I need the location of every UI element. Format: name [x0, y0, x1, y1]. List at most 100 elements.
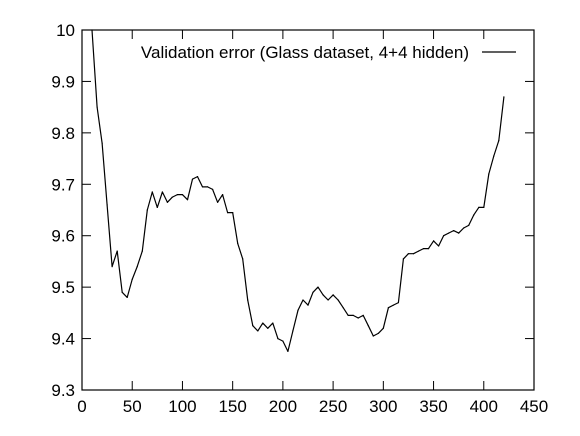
- series-point: [292, 330, 294, 332]
- series-point: [297, 309, 299, 311]
- legend-label: Validation error (Glass dataset, 4+4 hid…: [141, 43, 469, 62]
- series-point: [377, 332, 379, 334]
- series-point: [312, 291, 314, 293]
- series-point: [282, 340, 284, 342]
- series-point: [277, 338, 279, 340]
- x-axis: 0 50 100 150 200 250 300 350 400 450: [77, 30, 548, 416]
- y-tick-label: 9.5: [51, 278, 75, 297]
- y-tick-label: 9.8: [51, 124, 75, 143]
- series-point: [302, 299, 304, 301]
- series-point: [422, 248, 425, 250]
- series-point: [342, 307, 344, 309]
- series-point: [166, 201, 168, 203]
- series-point: [387, 307, 389, 309]
- series-point: [96, 106, 98, 108]
- series-point: [191, 178, 194, 180]
- series-point: [443, 235, 445, 237]
- series-point: [433, 240, 435, 242]
- series-point: [503, 96, 505, 98]
- series-point: [367, 325, 369, 327]
- series-point: [207, 186, 209, 188]
- series-point: [126, 296, 128, 298]
- x-tick-label: 50: [123, 397, 142, 416]
- series-point: [91, 29, 93, 31]
- x-tick-label: 250: [319, 397, 347, 416]
- x-tick-label: 200: [269, 397, 297, 416]
- x-tick-label: 0: [77, 397, 86, 416]
- x-tick-label: 150: [218, 397, 246, 416]
- series-point: [347, 314, 349, 316]
- x-tick-label: 100: [168, 397, 196, 416]
- series-point: [307, 304, 309, 306]
- y-tick-label: 9.7: [51, 175, 75, 194]
- series-point: [262, 322, 264, 324]
- x-tick-label: 300: [369, 397, 397, 416]
- series-point: [438, 245, 440, 247]
- series-point: [372, 335, 374, 337]
- series-point: [101, 142, 103, 144]
- series-point: [136, 266, 138, 268]
- series-point: [217, 201, 219, 203]
- series-point: [222, 194, 224, 196]
- series-point: [362, 314, 364, 316]
- series-point: [417, 250, 420, 252]
- series-point: [498, 140, 500, 142]
- x-tick-label: 400: [470, 397, 498, 416]
- series-point: [392, 304, 394, 306]
- y-axis: 9.3 9.4 9.5 9.6 9.7 9.8 9.9 10: [51, 21, 534, 400]
- series-point: [121, 291, 123, 293]
- series-point: [402, 258, 404, 260]
- series-point: [141, 250, 143, 252]
- series-point: [322, 294, 324, 296]
- series-point: [176, 194, 178, 196]
- y-tick-label: 9.4: [51, 330, 75, 349]
- series-point: [186, 199, 189, 201]
- series-point: [267, 327, 269, 329]
- series-point: [146, 209, 148, 211]
- series-point: [407, 253, 409, 255]
- series-point: [116, 250, 118, 252]
- series-point: [478, 206, 480, 208]
- y-tick-label: 9.9: [51, 72, 75, 91]
- series-point: [237, 242, 239, 244]
- series-point: [156, 206, 158, 208]
- series-point: [161, 191, 163, 193]
- series-point: [287, 350, 289, 352]
- series-point: [111, 266, 113, 268]
- series-point: [242, 258, 244, 260]
- legend: Validation error (Glass dataset, 4+4 hid…: [141, 43, 516, 62]
- y-tick-label: 9.6: [51, 227, 75, 246]
- series-point: [201, 186, 204, 188]
- series-point: [247, 299, 249, 301]
- series-point: [468, 224, 470, 226]
- series-point: [151, 191, 153, 193]
- series-line-0: [91, 29, 505, 352]
- series-point: [352, 314, 354, 316]
- series-point: [317, 286, 319, 288]
- series-point: [337, 299, 339, 301]
- series-point: [227, 212, 229, 214]
- plot-frame: [81, 29, 535, 391]
- series-point: [397, 302, 399, 304]
- series-point: [453, 230, 455, 232]
- series-point: [473, 214, 475, 216]
- series-point: [257, 330, 259, 332]
- series-point: [357, 317, 359, 319]
- series-point: [483, 206, 485, 208]
- series-point: [252, 325, 254, 327]
- series-point: [332, 294, 334, 296]
- series-point: [196, 176, 199, 178]
- series-point: [382, 327, 384, 329]
- series-point: [171, 196, 173, 198]
- series-point: [272, 322, 274, 324]
- series-point: [232, 212, 234, 214]
- x-tick-label: 450: [520, 397, 548, 416]
- series-point: [463, 227, 465, 229]
- series-point: [131, 278, 133, 280]
- series-point: [181, 194, 183, 196]
- series-point: [448, 232, 450, 234]
- series-point: [458, 232, 460, 234]
- y-tick-label: 10: [56, 21, 75, 40]
- series-point: [106, 204, 108, 206]
